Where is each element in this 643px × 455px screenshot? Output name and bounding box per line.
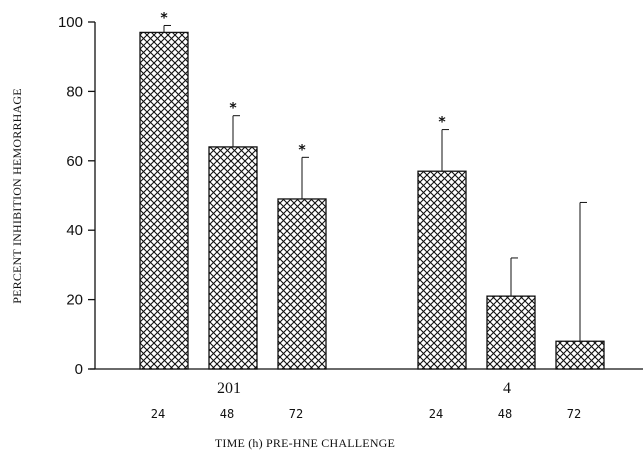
bar-4-48h xyxy=(486,295,536,370)
bar-201-48h xyxy=(208,146,258,370)
x-axis-title: TIME (h) PRE-HNE CHALLENGE xyxy=(215,436,395,450)
x-tick-label: 48 xyxy=(498,407,512,421)
x-tick-label: 24 xyxy=(151,407,165,421)
significance-marker: * xyxy=(438,115,446,131)
bar-4-24h xyxy=(417,170,467,370)
y-tick-label: 20 xyxy=(66,292,83,309)
y-tick-label: 0 xyxy=(75,361,83,378)
x-tick-label: 72 xyxy=(289,407,303,421)
y-tick-label: 60 xyxy=(66,153,83,170)
y-tick-label: 40 xyxy=(66,222,83,239)
bar-201-72h xyxy=(277,198,327,370)
significance-marker: * xyxy=(160,10,168,26)
x-tick-label: 24 xyxy=(429,407,443,421)
significance-marker: * xyxy=(229,101,237,117)
x-tick-label: 72 xyxy=(567,407,581,421)
bar-201-24h xyxy=(139,31,189,370)
significance-marker: * xyxy=(298,142,306,158)
bar-4-72h xyxy=(555,340,605,370)
group-label: 201 xyxy=(217,380,241,397)
group-label: 4 xyxy=(503,380,511,397)
y-axis-title: PERCENT INHIBITION HEMORRHAGE xyxy=(10,88,24,304)
x-tick-label: 48 xyxy=(220,407,234,421)
y-tick-label: 80 xyxy=(66,83,83,100)
y-tick-label: 100 xyxy=(58,14,83,31)
